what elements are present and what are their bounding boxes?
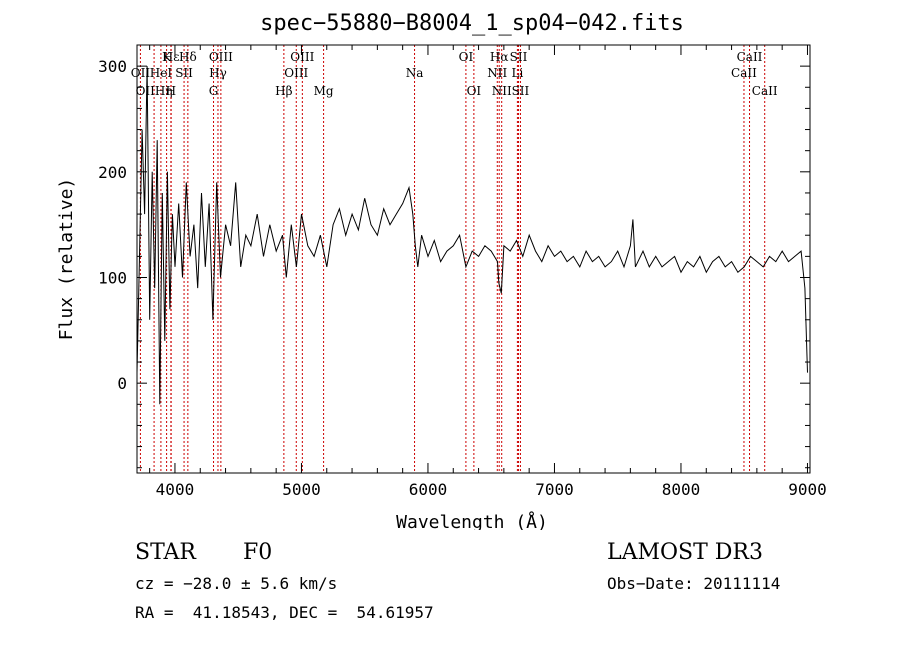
- y-tick-label: 0: [117, 374, 127, 393]
- line-label-mg: Mg: [314, 84, 334, 98]
- survey-label: LAMOST DR3: [607, 540, 763, 565]
- line-label-hdelta: Hδ: [179, 50, 197, 64]
- line-label-oi: OI: [459, 50, 474, 64]
- line-label-g: G: [209, 84, 219, 98]
- line-label-na: Na: [406, 66, 424, 80]
- line-label-sii: SII: [512, 84, 530, 98]
- line-label-hbeta: Hβ: [275, 84, 292, 98]
- redshift-text: cz = −28.0 ± 5.6 km/s: [135, 574, 338, 593]
- y-tick-label: 100: [98, 268, 127, 287]
- x-axis: 4000 5000 6000 7000 8000 9000: [149, 45, 827, 499]
- line-label-caii: H: [166, 84, 176, 98]
- line-label-nii: NII: [487, 66, 507, 80]
- x-tick-label: 8000: [662, 480, 701, 499]
- y-axis: 0 100 200 300: [98, 44, 810, 469]
- line-label-sii: SII: [510, 50, 528, 64]
- y-tick-label: 300: [98, 57, 127, 76]
- x-tick-label: 6000: [409, 480, 448, 499]
- chart-title: spec−55880−B8004_1_sp04−042.fits: [260, 11, 684, 36]
- obs-date-text: Obs−Date: 20111114: [607, 574, 781, 593]
- spectrum-chart: spec−55880−B8004_1_sp04−042.fits K H Hε Hδ O…: [56, 11, 827, 530]
- line-label-heta: OIIHη: [136, 84, 173, 98]
- line-label-caii: CaII: [737, 50, 763, 64]
- x-tick-label: 4000: [156, 480, 195, 499]
- line-label-hei: HeI: [150, 66, 173, 80]
- line-label-caii: CaII: [731, 66, 757, 80]
- line-label-halpha: Hα: [490, 50, 509, 64]
- line-label-oiii: OIII: [209, 50, 233, 64]
- x-tick-label: 9000: [788, 480, 827, 499]
- line-label-oi: OI: [467, 84, 482, 98]
- x-tick-label: 5000: [282, 480, 321, 499]
- line-label-li: Li: [511, 66, 523, 80]
- spectrum-line: [136, 66, 808, 405]
- y-tick-label: 200: [98, 163, 127, 182]
- emission-lines: [139, 45, 766, 473]
- line-label-oiii: OIII: [284, 66, 308, 80]
- class-label: STAR: [135, 540, 196, 565]
- line-label-hepsilon: Hε: [163, 50, 180, 64]
- subclass-label: F0: [243, 540, 273, 565]
- line-label-hgamma: Hγ: [209, 66, 227, 80]
- line-label-sii: SII: [175, 66, 193, 80]
- coordinates-text: RA = 41.18543, DEC = 54.61957: [135, 603, 434, 622]
- plot-frame: [136, 44, 811, 474]
- line-label-caii: CaII: [752, 84, 778, 98]
- x-axis-label: Wavelength (Å): [396, 511, 548, 530]
- y-axis-label: Flux (relative): [56, 178, 77, 341]
- x-tick-label: 7000: [535, 480, 574, 499]
- line-label-caii: K: [162, 50, 172, 64]
- line-label-oii: OII: [131, 66, 151, 80]
- line-label-oiii: OIII: [290, 50, 314, 64]
- line-label-nii: NII: [492, 84, 512, 98]
